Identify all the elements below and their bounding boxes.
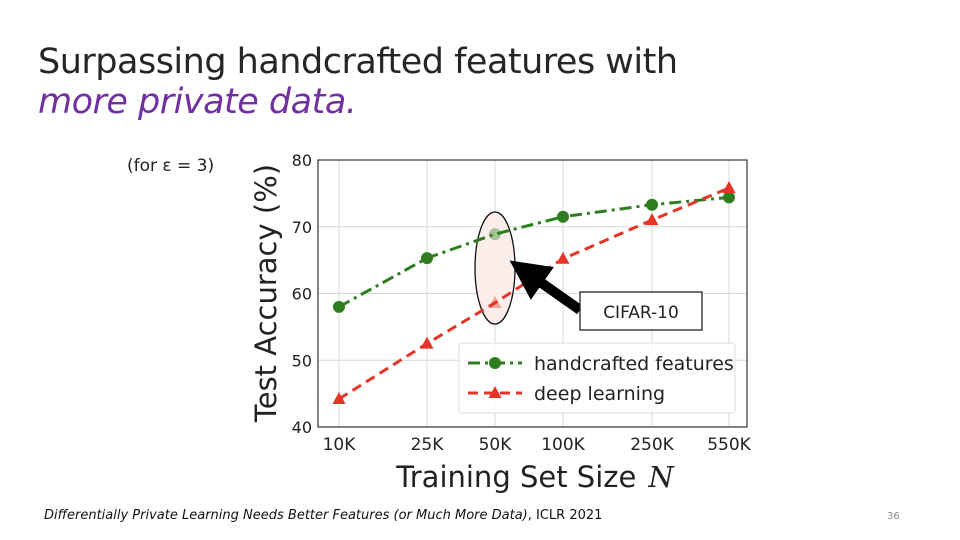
tick-labels: 40 50 60 70 80 10K 25K 50K 100K 250K 550K xyxy=(292,151,752,455)
legend-label: deep learning xyxy=(534,383,665,405)
x-tick-label: 10K xyxy=(323,435,357,455)
x-tick-label: 25K xyxy=(411,435,445,455)
x-tick-label: 100K xyxy=(541,435,585,455)
cifar-callout: CIFAR-10 xyxy=(509,260,703,331)
x-axis-label: Training Set Size N xyxy=(395,460,675,494)
slide-title-line1: Surpassing handcrafted features with xyxy=(38,42,678,82)
citation: Differentially Private Learning Needs Be… xyxy=(44,508,602,523)
x-tick-label: 550K xyxy=(707,435,751,455)
point-deep xyxy=(332,391,346,404)
callout-arrow xyxy=(509,260,583,315)
point-deep xyxy=(556,251,570,264)
citation-paper: Differentially Private Learning Needs Be… xyxy=(44,508,528,523)
epsilon-note: (for ε = 3) xyxy=(127,156,215,176)
series-line-deep xyxy=(338,186,730,401)
x-tick-label: 250K xyxy=(630,435,674,455)
legend: handcrafted features deep learning xyxy=(458,342,736,414)
legend-marker xyxy=(488,386,502,398)
point-handcrafted xyxy=(557,210,569,223)
legend-marker xyxy=(489,357,501,369)
citation-venue: , ICLR 2021 xyxy=(527,508,603,523)
y-tick-label: 70 xyxy=(292,218,312,237)
y-tick-label: 60 xyxy=(292,285,312,304)
callout-label: CIFAR-10 xyxy=(603,303,679,323)
y-tick-label: 80 xyxy=(292,151,312,170)
legend-box xyxy=(458,342,736,414)
slide-title-line2: more private data. xyxy=(38,82,357,122)
point-handcrafted xyxy=(421,252,433,265)
point-deep xyxy=(722,181,736,194)
x-tick-label: 50K xyxy=(479,435,513,455)
x-axis-label-text: Training Set Size xyxy=(395,460,636,494)
point-handcrafted xyxy=(489,228,501,241)
point-deep xyxy=(488,295,502,308)
slide-title: Surpassing handcrafted features with mor… xyxy=(38,42,678,122)
y-axis-label: Test Accuracy (%) xyxy=(249,164,283,423)
point-deep xyxy=(645,213,659,226)
point-handcrafted xyxy=(333,300,345,313)
y-tick-label: 40 xyxy=(292,418,312,437)
legend-label: handcrafted features xyxy=(534,353,734,375)
point-handcrafted xyxy=(646,198,658,211)
point-deep xyxy=(420,336,434,349)
callout-box xyxy=(579,291,703,331)
y-tick-label: 50 xyxy=(292,351,312,370)
x-axis-variable: N xyxy=(647,460,675,494)
plot-frame xyxy=(317,159,748,428)
page-number: 36 xyxy=(887,511,900,522)
point-handcrafted xyxy=(723,191,735,204)
series-layer xyxy=(332,181,736,404)
series-line-handcrafted xyxy=(338,195,730,309)
